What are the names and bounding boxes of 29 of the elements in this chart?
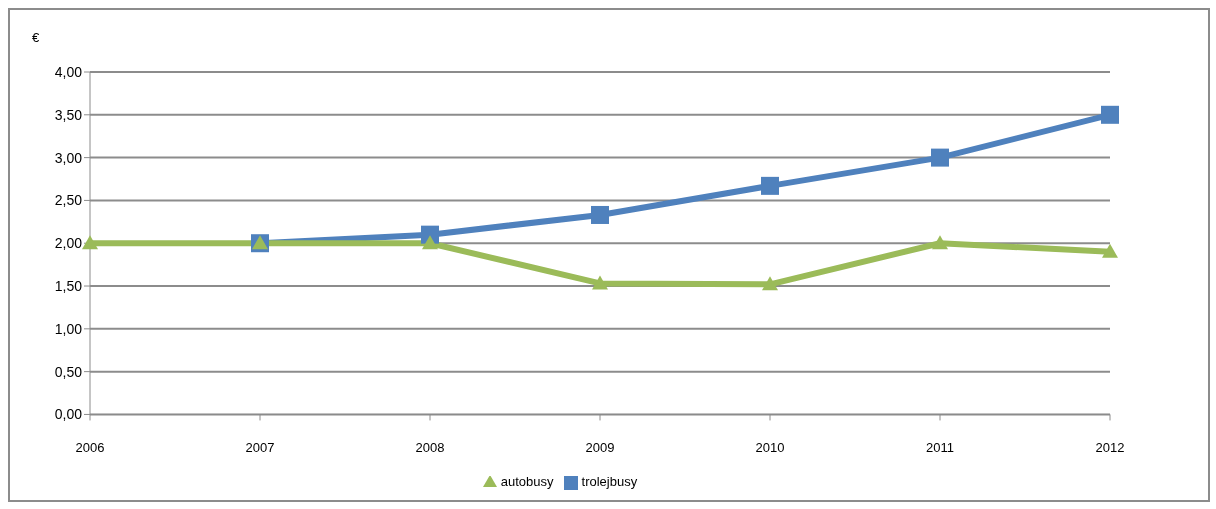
x-tick-label: 2012 <box>1095 439 1125 455</box>
point <box>932 235 948 250</box>
legend-label: autobusy <box>500 474 554 490</box>
x-tick-label: 2007 <box>245 439 275 455</box>
y-tick-label: 2,00 <box>54 235 83 252</box>
point <box>82 235 98 250</box>
x-tick-label: 2006 <box>75 439 105 455</box>
y-tick-label: 4,00 <box>54 63 83 80</box>
y-tick-label: 0,50 <box>54 363 83 380</box>
y-tick-label: 3,50 <box>54 106 83 123</box>
x-tick-label: 2011 <box>926 439 954 455</box>
x-tick-label: 2008 <box>415 439 445 455</box>
point <box>761 176 779 195</box>
point <box>422 235 438 250</box>
y-tick-label: 2,50 <box>54 192 83 209</box>
x-tick-label: 2010 <box>755 439 785 455</box>
point <box>931 148 949 167</box>
point <box>762 276 778 291</box>
y-tick-label: 1,00 <box>54 320 83 337</box>
x-tick-label: 2009 <box>585 439 615 455</box>
y-axis-title: € <box>32 30 40 45</box>
y-tick-label: 3,00 <box>54 149 83 166</box>
point <box>1102 243 1118 258</box>
point <box>592 275 608 290</box>
y-tick-label: 1,50 <box>54 277 83 294</box>
point <box>591 205 609 224</box>
y-tick-label: 0,00 <box>54 406 83 423</box>
legend-label: trolejbusy <box>581 474 638 490</box>
point <box>1101 105 1119 124</box>
